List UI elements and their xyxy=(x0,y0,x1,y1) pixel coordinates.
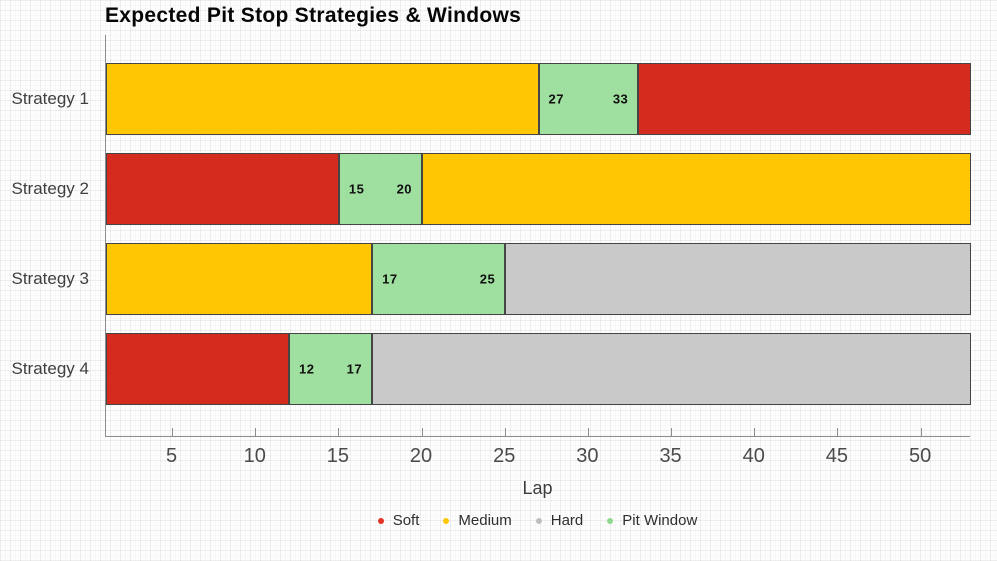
category-label-3: Strategy 3 xyxy=(11,269,90,288)
segment-soft xyxy=(106,333,289,405)
segment-pit-window: 27 33 xyxy=(538,63,639,135)
x-tick-mark xyxy=(338,428,340,436)
x-tick-label: 5 xyxy=(165,445,178,467)
category-label-4: Strategy 4 xyxy=(11,359,90,378)
x-tick-mark xyxy=(587,428,589,436)
legend: Soft Medium Hard Pit Window xyxy=(105,512,970,529)
legend-label: Medium xyxy=(458,512,512,529)
x-tick-mark xyxy=(421,428,423,436)
legend-label: Soft xyxy=(392,512,420,529)
x-tick-label: 40 xyxy=(742,445,765,467)
legend-dot-icon xyxy=(607,517,614,524)
x-tick-mark xyxy=(671,428,673,436)
legend-item-pit-window: Pit Window xyxy=(607,512,697,529)
window-start-label: 15 xyxy=(348,181,365,197)
segment-medium xyxy=(106,63,539,135)
window-end-label: 17 xyxy=(346,361,363,377)
x-tick-label: 10 xyxy=(243,445,266,467)
x-tick-mark xyxy=(172,428,174,436)
segment-soft xyxy=(106,153,339,225)
x-tick-mark xyxy=(255,428,257,436)
bar-row-1: 27 33 xyxy=(106,63,971,135)
legend-item-hard: Hard xyxy=(535,512,584,529)
segment-pit-window: 12 17 xyxy=(288,333,373,405)
bar-row-3: 17 25 xyxy=(106,243,971,315)
segment-soft xyxy=(638,63,971,135)
x-tick-label: 50 xyxy=(908,445,932,467)
window-start-label: 17 xyxy=(382,271,398,287)
legend-dot-icon xyxy=(443,517,450,524)
legend-dot-icon xyxy=(535,517,542,524)
chart-title: Expected Pit Stop Strategies & Windows xyxy=(105,4,522,27)
segment-pit-window: 15 20 xyxy=(338,153,423,225)
x-tick-label: 45 xyxy=(825,445,849,467)
x-tick-label: 35 xyxy=(659,445,682,467)
x-tick-label: 30 xyxy=(576,445,599,467)
x-tick-label: 15 xyxy=(326,445,349,467)
window-end-label: 20 xyxy=(396,181,413,197)
x-tick-mark xyxy=(837,428,839,436)
bar-row-4: 12 17 xyxy=(106,333,971,405)
legend-item-medium: Medium xyxy=(443,512,512,529)
bar-row-2: 15 20 xyxy=(106,153,971,225)
category-label-1: Strategy 1 xyxy=(11,89,90,108)
window-start-label: 27 xyxy=(548,91,564,107)
legend-label: Pit Window xyxy=(622,512,698,529)
segment-medium xyxy=(106,243,373,315)
window-end-label: 33 xyxy=(612,91,629,107)
x-tick-mark xyxy=(754,428,756,436)
category-label-2: Strategy 2 xyxy=(11,179,90,198)
x-tick-mark xyxy=(920,428,922,436)
segment-pit-window: 17 25 xyxy=(372,243,506,315)
x-axis-title: Lap xyxy=(522,478,553,498)
legend-label: Hard xyxy=(550,512,584,529)
segment-medium xyxy=(422,153,971,225)
legend-item-soft: Soft xyxy=(377,512,420,529)
x-tick-label: 20 xyxy=(409,445,433,467)
window-start-label: 12 xyxy=(298,361,315,377)
legend-dot-icon xyxy=(377,517,384,524)
x-tick-mark xyxy=(504,428,506,436)
segment-hard xyxy=(505,243,971,315)
x-tick-label: 25 xyxy=(493,445,516,467)
segment-hard xyxy=(372,333,971,405)
window-end-label: 25 xyxy=(479,271,496,287)
plot-area: 27 33 15 20 17 25 12 17 xyxy=(105,35,971,437)
